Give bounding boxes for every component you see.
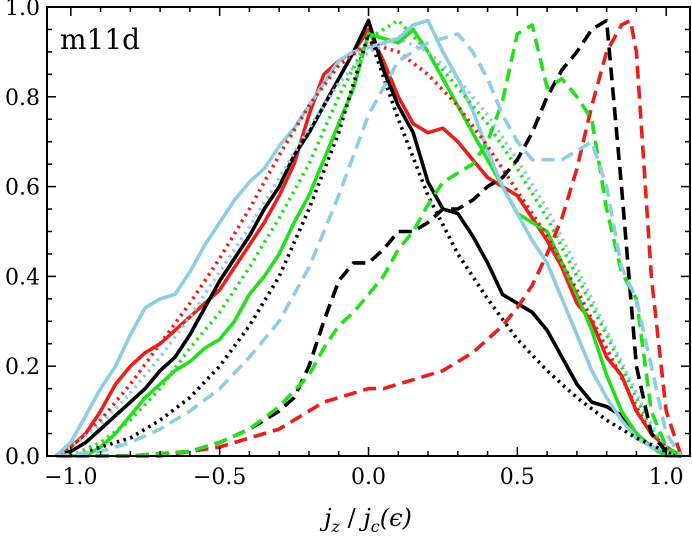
series-line-green-dotted — [55, 18, 683, 458]
y-tick-label: 0.6 — [5, 176, 40, 201]
x-axis-title-den-sub: c — [371, 517, 380, 536]
series-line-black-dotted — [55, 32, 682, 458]
y-tick-labels: 0.0 0.2 0.4 0.6 0.8 1.0 — [5, 0, 40, 470]
series-line-green-dashed — [55, 23, 683, 458]
x-tick-label: 0.0 — [351, 465, 386, 490]
series-line-black-solid — [55, 18, 682, 458]
series-line-red-dashed — [55, 18, 683, 458]
x-tick-label: −0.5 — [193, 465, 246, 490]
x-axis-title-num-sub: z — [331, 517, 341, 536]
y-tick-label: 0.4 — [5, 265, 40, 290]
series-line-light-blue-dotted — [54, 36, 683, 458]
x-tick-labels: −1.0 −0.5 0.0 0.5 1.0 — [44, 465, 684, 490]
y-tick-label: 0.0 — [5, 445, 40, 470]
y-tick-label: 0.2 — [5, 355, 40, 380]
x-axis-title-arg: (ϵ) — [380, 504, 412, 532]
y-tick-label: 0.8 — [5, 86, 40, 111]
plot-frame — [46, 6, 691, 457]
series-line-black-dashed — [55, 18, 682, 458]
panel-label: m11d — [60, 23, 140, 56]
x-axis-title-sep: / — [340, 504, 363, 532]
x-axis-title-num: j — [319, 504, 332, 532]
x-tick-label: −1.0 — [44, 465, 97, 490]
x-tick-label: 0.5 — [500, 465, 535, 490]
x-axis-title: jz / jc(ϵ) — [319, 504, 412, 536]
y-tick-label: 1.0 — [5, 0, 40, 21]
series-layer — [54, 18, 683, 458]
series-line-light-blue-dashed — [55, 32, 683, 458]
x-tick-label: 1.0 — [649, 465, 684, 490]
series-line-light-blue-solid — [54, 18, 682, 458]
series-line-green-solid — [55, 27, 682, 458]
